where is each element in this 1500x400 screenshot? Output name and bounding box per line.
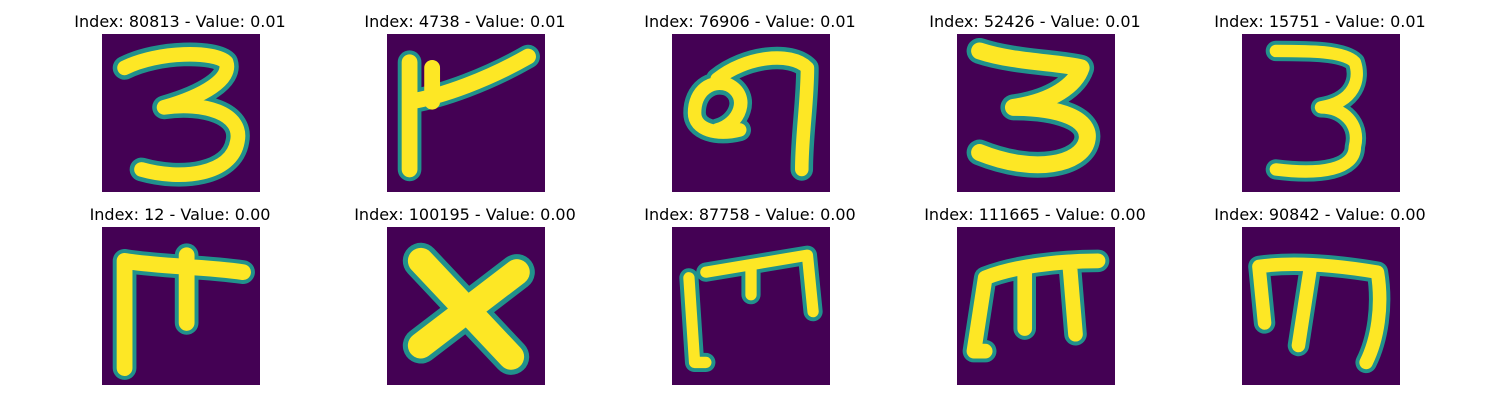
panel-6: Index: 12 - Value: 0.00 [35,205,325,395]
panel-title: Index: 4738 - Value: 0.01 [364,12,566,31]
panel-3: Index: 76906 - Value: 0.01 [605,12,895,202]
panel-9: Index: 111665 - Value: 0.00 [890,205,1180,395]
glyph-3-image [102,34,260,192]
digit-image [387,34,545,192]
glyph-comb-image [957,227,1115,385]
digit-image [957,227,1115,385]
panel-5: Index: 15751 - Value: 0.01 [1175,12,1465,202]
digit-image [672,227,830,385]
panel-title: Index: 12 - Value: 0.00 [89,205,271,224]
digit-image [957,34,1115,192]
panel-title: Index: 52426 - Value: 0.01 [929,12,1141,31]
panel-title: Index: 15751 - Value: 0.01 [1214,12,1426,31]
panel-title: Index: 90842 - Value: 0.00 [1214,205,1426,224]
glyph-comb-image [102,227,260,385]
glyph-comb-image [1242,227,1400,385]
glyph-f-shape-image [387,34,545,192]
digit-image [102,227,260,385]
glyph-3-image [957,34,1115,192]
panel-title: Index: 111665 - Value: 0.00 [924,205,1146,224]
glyph-comb-image [672,227,830,385]
glyph-3-image [1242,34,1400,192]
digit-image [1242,34,1400,192]
digit-image [1242,227,1400,385]
digit-image [102,34,260,192]
panel-8: Index: 87758 - Value: 0.00 [605,205,895,395]
panel-4: Index: 52426 - Value: 0.01 [890,12,1180,202]
panel-1: Index: 80813 - Value: 0.01 [35,12,325,202]
panel-10: Index: 90842 - Value: 0.00 [1175,205,1465,395]
glyph-loop-hook-image [672,34,830,192]
digit-image [672,34,830,192]
panel-2: Index: 4738 - Value: 0.01 [320,12,610,202]
digit-image [387,227,545,385]
glyph-x-image [387,227,545,385]
panel-title: Index: 100195 - Value: 0.00 [354,205,576,224]
panel-7: Index: 100195 - Value: 0.00 [320,205,610,395]
panel-title: Index: 80813 - Value: 0.01 [74,12,286,31]
panel-title: Index: 87758 - Value: 0.00 [644,205,856,224]
panel-title: Index: 76906 - Value: 0.01 [644,12,856,31]
